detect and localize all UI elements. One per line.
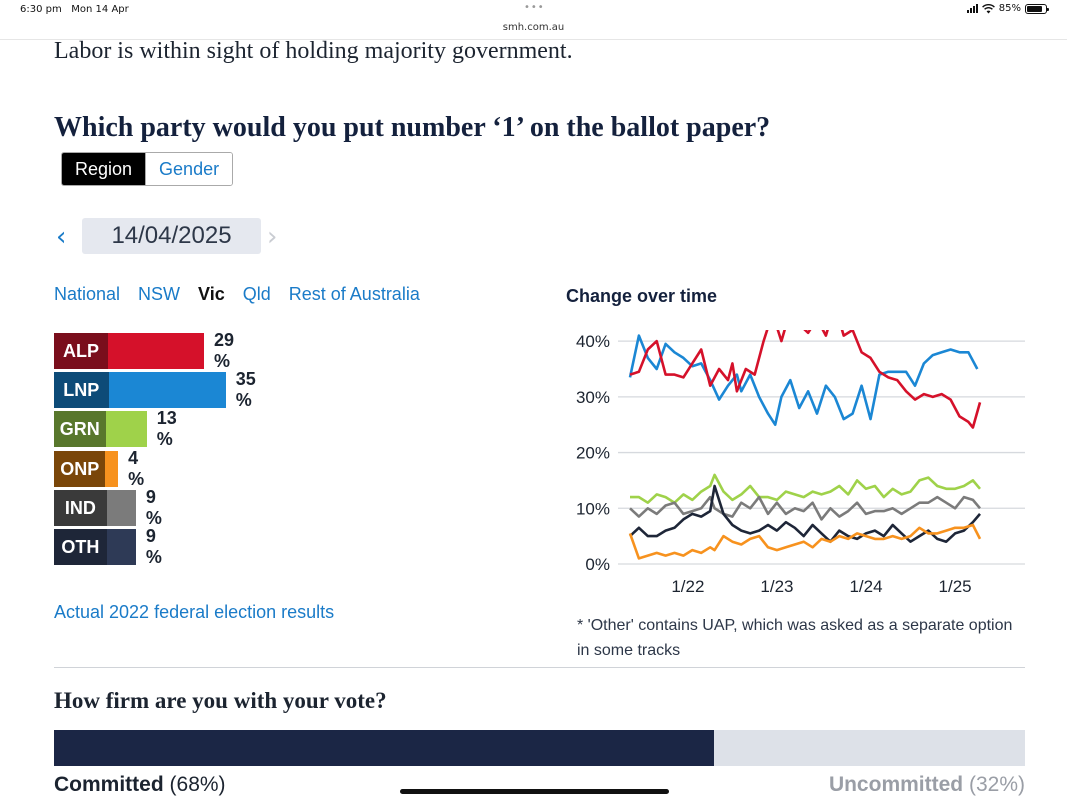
committed-label: Committed (68%) xyxy=(54,773,226,796)
tab-nsw[interactable]: NSW xyxy=(138,284,181,304)
bar-value-onp: 4 % xyxy=(128,447,145,489)
bar-label-ind: IND xyxy=(54,489,107,526)
intro-text: Labor is within sight of holding majorit… xyxy=(54,38,573,64)
toggle-gender[interactable]: Gender xyxy=(145,153,233,185)
next-date-chevron-icon[interactable]: › xyxy=(267,222,278,252)
status-icons: 85% xyxy=(966,3,1049,14)
y-tick-label: 10% xyxy=(576,499,610,518)
firmness-bar-committed xyxy=(54,730,715,766)
bar-fill-onp xyxy=(105,450,119,487)
cellular-signal-icon xyxy=(966,4,978,13)
bar-value-lnp: 35 % xyxy=(235,369,256,411)
y-tick-label: 0% xyxy=(585,555,610,574)
bar-label-alp: ALP xyxy=(54,333,108,369)
y-tick-label: 30% xyxy=(576,388,610,407)
series-line-grn xyxy=(630,473,981,504)
bar-row-alp: ALP 29 % xyxy=(54,330,251,371)
bar-row-ind: IND 9 % xyxy=(54,486,173,528)
bar-fill-ind xyxy=(106,489,136,526)
region-tabs: National NSW Vic Qld Rest of Australia xyxy=(54,284,420,305)
y-tick-label: 40% xyxy=(576,332,610,351)
x-tick-label: 1/23 xyxy=(760,577,793,596)
x-tick-label: 1/22 xyxy=(671,577,704,596)
x-tick-label: 1/24 xyxy=(849,577,882,596)
y-tick-label: 20% xyxy=(576,444,610,463)
chart-title: Change over time xyxy=(566,286,718,306)
series-line-lnp xyxy=(628,334,979,426)
bar-value-grn: 13 % xyxy=(156,408,177,450)
view-toggle: Region Gender xyxy=(61,152,234,186)
bar-row-onp: ONP 4 % xyxy=(54,447,155,489)
firmness-bar-track xyxy=(54,730,1025,766)
bar-fill-alp xyxy=(107,333,205,369)
battery-percent: 85% xyxy=(998,3,1021,14)
series-line-alp xyxy=(629,330,982,429)
home-indicator[interactable] xyxy=(400,789,669,794)
bar-row-oth: OTH 9 % xyxy=(54,526,173,567)
bar-fill-grn xyxy=(105,411,147,448)
toggle-region[interactable]: Region xyxy=(62,153,146,185)
bar-value-oth: 9 % xyxy=(145,526,162,567)
bar-row-grn: GRN 13 % xyxy=(54,408,192,450)
bar-label-lnp: LNP xyxy=(54,372,109,409)
results-link[interactable]: Actual 2022 federal election results xyxy=(54,602,335,622)
question-heading: Which party would you put number ‘1’ on … xyxy=(54,112,771,143)
bar-value-alp: 29 % xyxy=(214,330,235,371)
tab-national[interactable]: National xyxy=(54,284,121,304)
firmness-heading: How firm are you with your vote? xyxy=(54,688,387,713)
trend-line-chart: 0% 10% 20% 30% 40% 1/22 1/23 1/24 1/25 xyxy=(576,330,1025,596)
bar-fill-lnp xyxy=(108,372,226,409)
bar-label-oth: OTH xyxy=(54,529,107,565)
multitask-dots[interactable]: ••• xyxy=(524,2,545,13)
status-bar: 6:30 pm Mon 14 Apr ••• smh.com.au 85% xyxy=(0,0,1067,40)
uncommitted-label: Uncommitted (32%) xyxy=(828,773,1025,796)
tab-vic[interactable]: Vic xyxy=(198,284,225,304)
wifi-icon xyxy=(981,3,995,13)
series-line-ind xyxy=(629,495,981,521)
series-line-oth xyxy=(629,484,981,543)
bar-label-grn: GRN xyxy=(54,411,106,448)
bar-label-onp: ONP xyxy=(54,450,106,487)
prev-date-chevron-icon[interactable]: ‹ xyxy=(56,222,67,252)
bar-fill-oth xyxy=(106,529,136,565)
date-display: 14/04/2025 xyxy=(82,218,261,254)
tab-qld[interactable]: Qld xyxy=(242,284,271,304)
bar-row-lnp: LNP 35 % xyxy=(54,369,273,411)
x-tick-label: 1/25 xyxy=(939,577,972,596)
url-label[interactable]: smh.com.au xyxy=(502,22,565,33)
section-divider xyxy=(54,667,1025,668)
status-time: 6:30 pm Mon 14 Apr xyxy=(20,4,129,15)
bar-value-ind: 9 % xyxy=(145,486,162,528)
tab-rest-of-australia[interactable]: Rest of Australia xyxy=(288,284,420,304)
series-line-onp xyxy=(628,523,982,560)
chart-footnote: * 'Other' contains UAP, which was asked … xyxy=(577,617,1013,659)
battery-icon xyxy=(1025,3,1049,14)
